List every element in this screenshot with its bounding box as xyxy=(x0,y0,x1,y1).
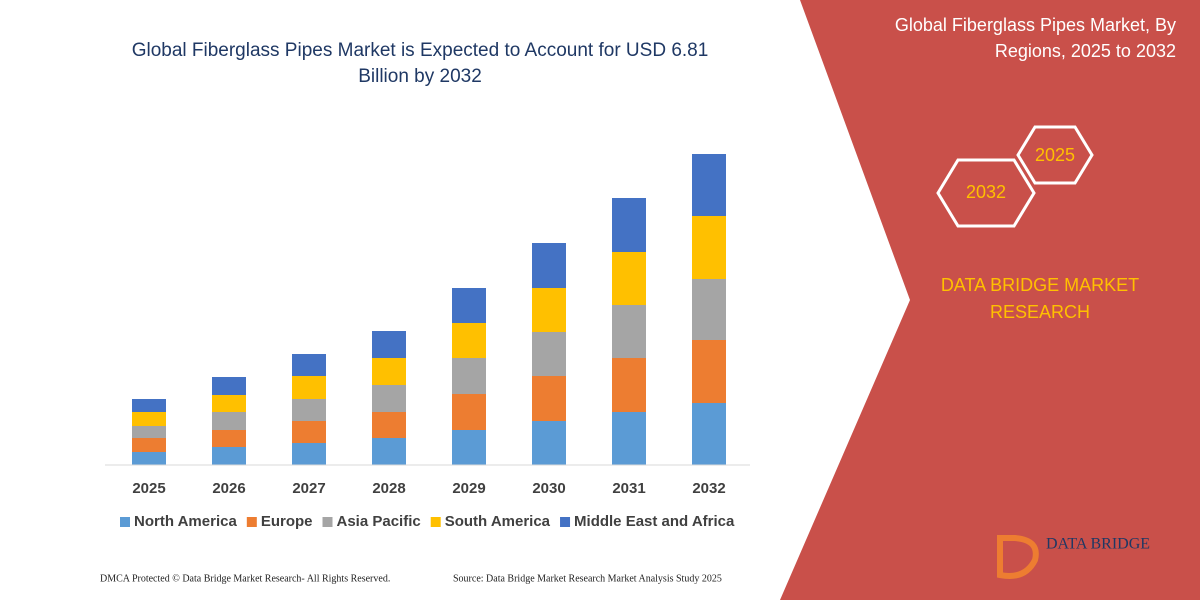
legend-label: Middle East and Africa xyxy=(574,513,735,530)
x-tick-label: 2029 xyxy=(452,480,485,497)
x-tick-label: 2027 xyxy=(292,480,325,497)
x-tick-label: 2030 xyxy=(532,480,565,497)
bar-segment xyxy=(372,412,406,438)
hex-label: 2032 xyxy=(966,182,1006,202)
bar-segment xyxy=(532,376,566,421)
bar-segment xyxy=(452,358,486,394)
bar-segment xyxy=(612,252,646,305)
bar-segment xyxy=(452,394,486,430)
chart-title: Global Fiberglass Pipes Market is Expect… xyxy=(131,40,709,87)
bar-segment xyxy=(212,377,246,395)
bar-segment xyxy=(532,421,566,465)
panel-title: Global Fiberglass Pipes Market, By Regio… xyxy=(894,15,1176,61)
bar-segment xyxy=(532,288,566,332)
bar-segment xyxy=(692,216,726,279)
bar-segment xyxy=(132,426,166,438)
x-tick-label: 2032 xyxy=(692,480,725,497)
bar-segment xyxy=(292,354,326,376)
bar-segment xyxy=(132,438,166,452)
hexagon xyxy=(936,158,1036,228)
bar-segment xyxy=(612,358,646,412)
legend-swatch xyxy=(120,517,130,527)
footer-left: DMCA Protected © Data Bridge Market Rese… xyxy=(100,573,390,584)
bar-segment xyxy=(372,438,406,465)
legend-label: Asia Pacific xyxy=(337,513,421,530)
legend-swatch xyxy=(560,517,571,527)
hexagon xyxy=(1016,125,1094,185)
logo-text: DATA BRIDGE xyxy=(1046,536,1150,553)
legend-label: Europe xyxy=(261,513,313,530)
bar-segment xyxy=(132,452,166,465)
bar-segment xyxy=(212,447,246,465)
bar-segment xyxy=(452,323,486,358)
bar-segment xyxy=(212,395,246,412)
bar-segment xyxy=(292,399,326,421)
bar-segment xyxy=(132,399,166,412)
x-tick-label: 2026 xyxy=(212,480,245,497)
bar-segment xyxy=(532,332,566,376)
bar-segment xyxy=(372,331,406,358)
bar-segment xyxy=(452,288,486,323)
x-tick-label: 2025 xyxy=(132,480,165,497)
legend-swatch xyxy=(322,517,333,527)
bar-segment xyxy=(692,403,726,465)
bar-segment xyxy=(692,279,726,340)
bar-segment xyxy=(372,385,406,412)
bar-segment xyxy=(132,412,166,426)
bar-segment xyxy=(372,358,406,385)
bar-segment xyxy=(212,412,246,430)
bar-segment xyxy=(292,421,326,443)
bar-segment xyxy=(452,430,486,465)
bar-segment xyxy=(532,243,566,288)
x-tick-label: 2028 xyxy=(372,480,405,497)
footer-right: Source: Data Bridge Market Research Mark… xyxy=(453,573,722,584)
brand: DATA BRIDGE MARKET RESEARCH xyxy=(940,275,1140,322)
bar-segment xyxy=(692,340,726,403)
legend-label: North America xyxy=(134,513,237,530)
x-tick-label: 2031 xyxy=(612,480,645,497)
legend-label: South America xyxy=(445,513,551,530)
bar-segment xyxy=(212,430,246,447)
bar-segment xyxy=(612,305,646,358)
bar-segment xyxy=(292,376,326,399)
logo-icon xyxy=(997,535,1039,579)
panel-bg xyxy=(780,0,1200,600)
bar-segment xyxy=(612,198,646,252)
bar-segment xyxy=(692,154,726,216)
hex-label: 2025 xyxy=(1035,145,1075,165)
legend-swatch xyxy=(430,517,441,527)
bar-segment xyxy=(612,412,646,465)
legend-swatch xyxy=(246,517,257,527)
bar-segment xyxy=(292,443,326,465)
